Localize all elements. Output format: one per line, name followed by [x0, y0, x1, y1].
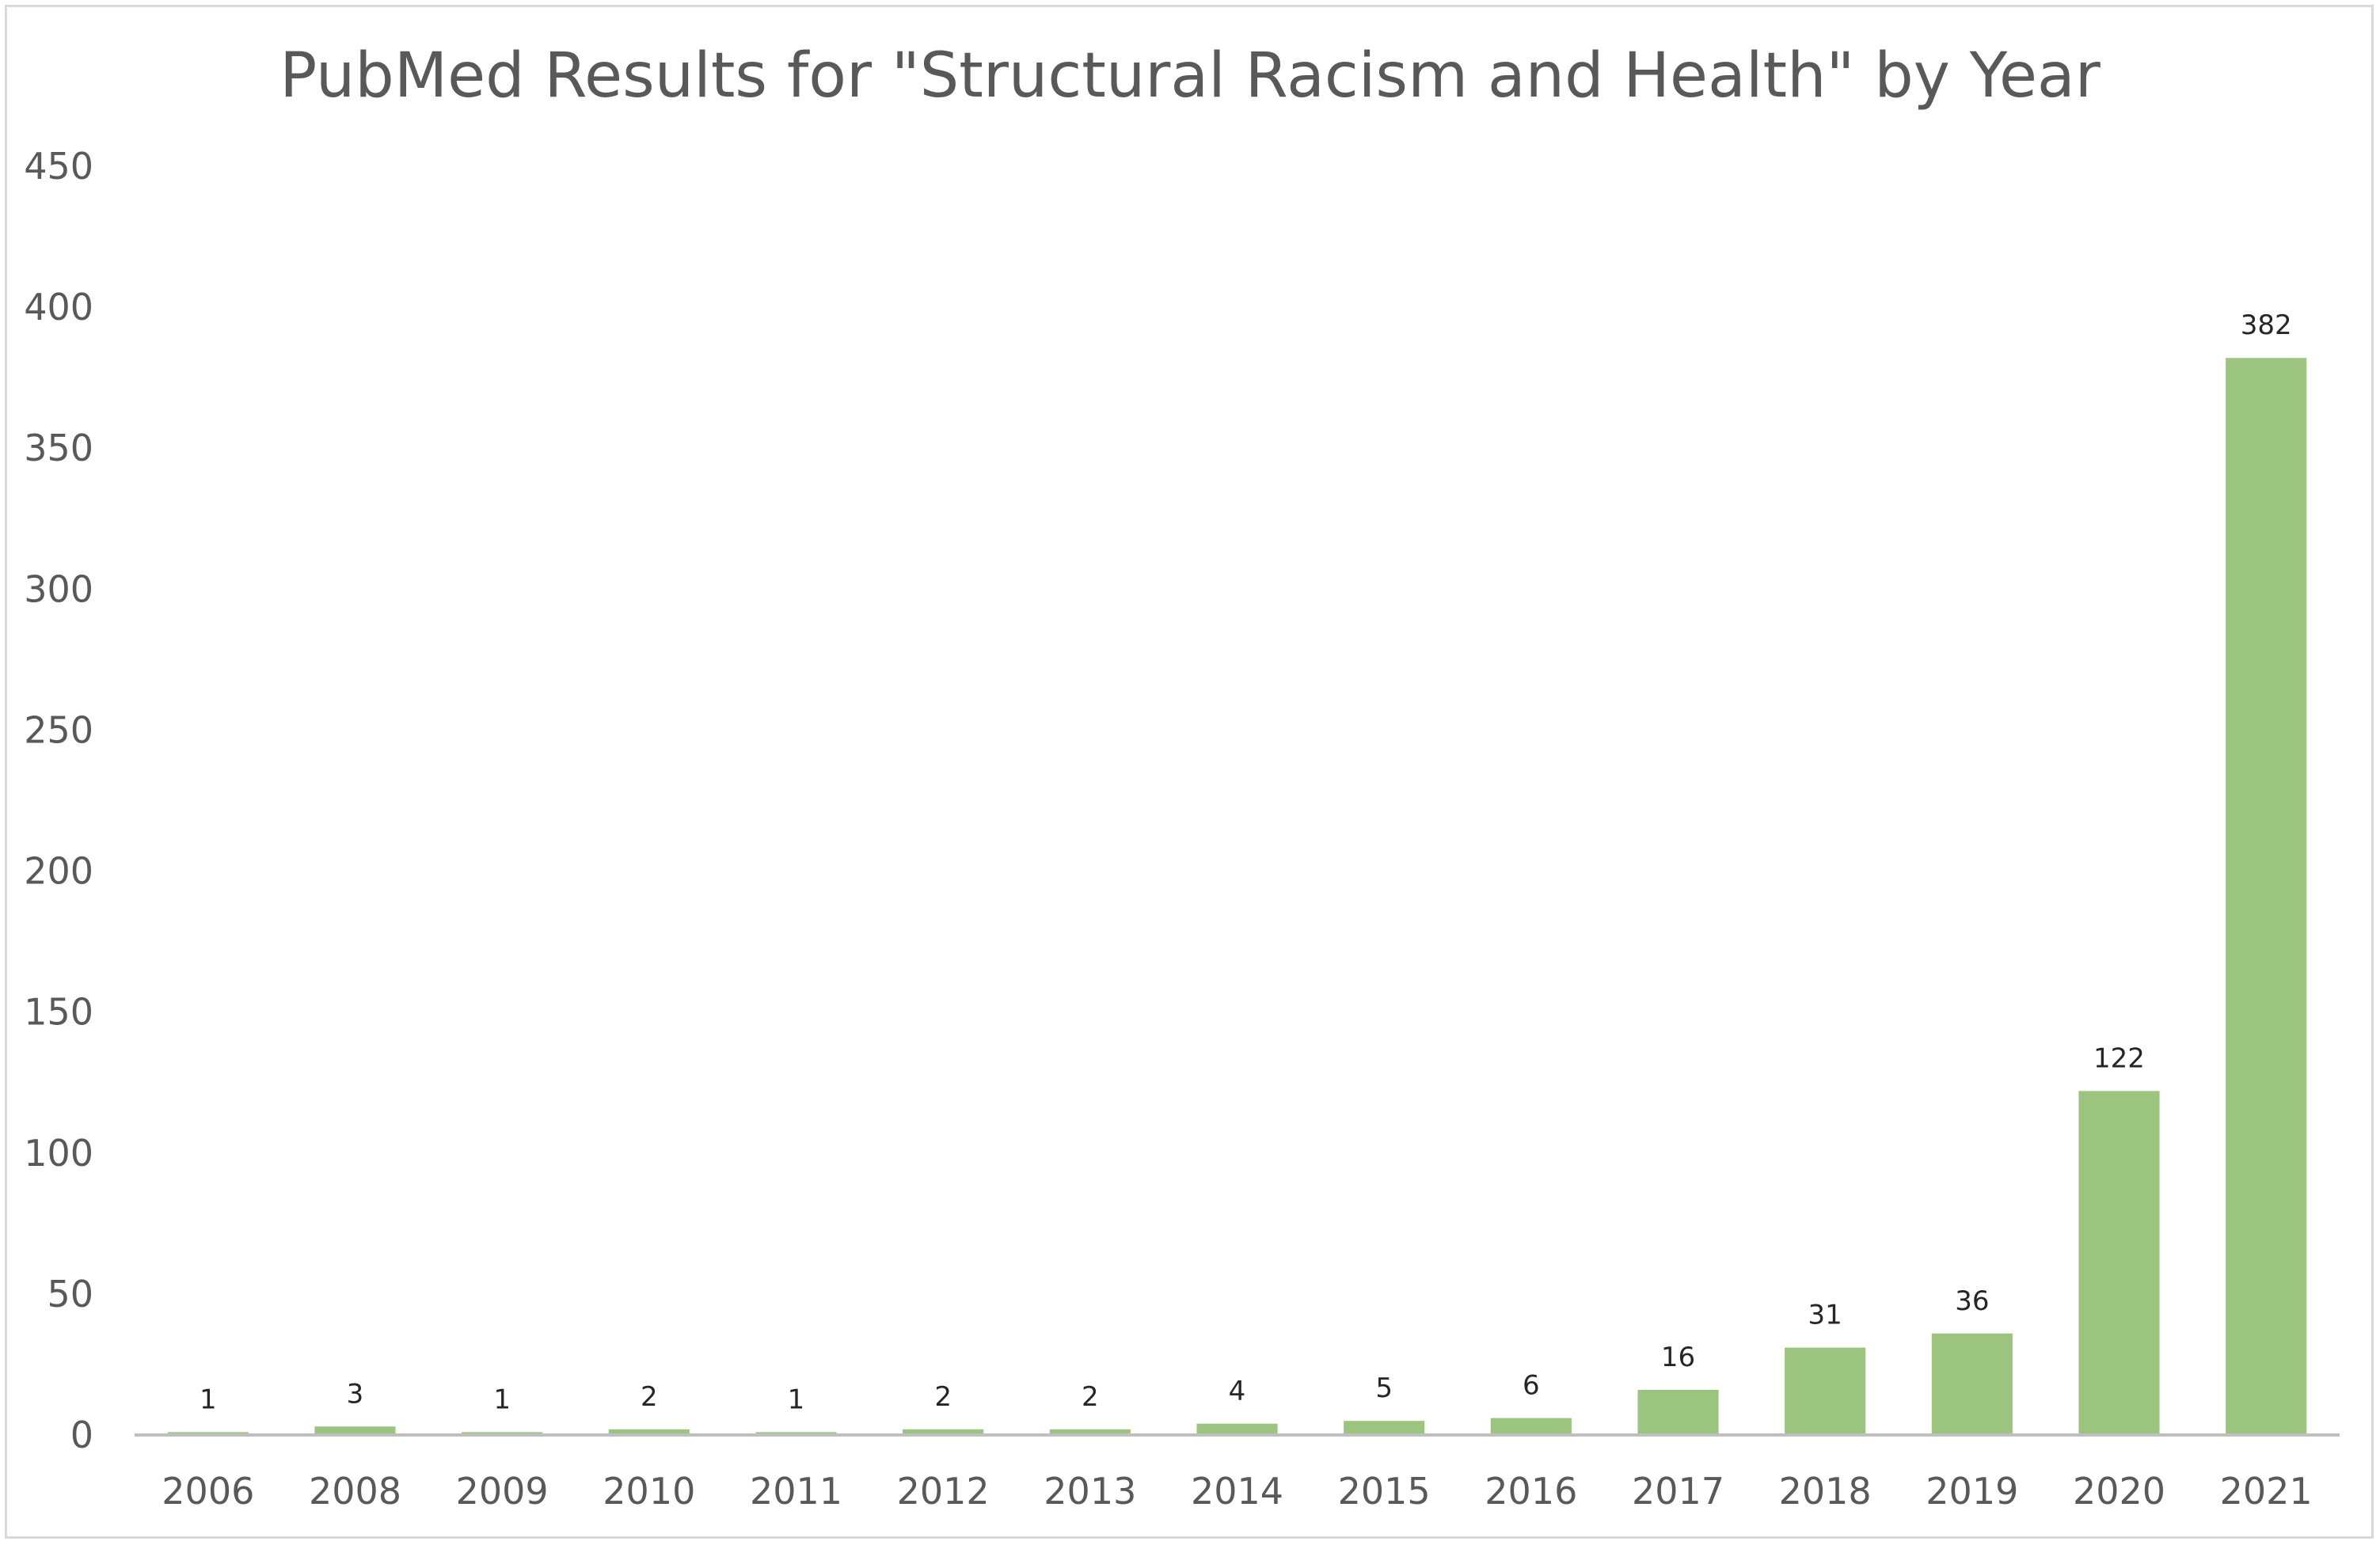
bar-2013: [1049, 1429, 1131, 1435]
y-tick-label: 400: [24, 286, 93, 328]
data-label-2013: 2: [1082, 1381, 1099, 1413]
chart-title: PubMed Results for "Structural Racism an…: [279, 40, 2101, 112]
y-tick-label: 0: [70, 1414, 93, 1456]
bar-2010: [608, 1429, 690, 1435]
data-label-2021: 382: [2241, 309, 2292, 341]
x-tick-label-2017: 2017: [1632, 1470, 1724, 1513]
bar-2018: [1785, 1347, 1866, 1435]
y-tick-label: 50: [47, 1273, 93, 1315]
data-label-2010: 2: [641, 1381, 658, 1413]
data-label-2018: 31: [1808, 1300, 1842, 1331]
x-tick-label-2010: 2010: [603, 1470, 695, 1513]
bar-2008: [314, 1426, 396, 1435]
x-tick-label-2014: 2014: [1191, 1470, 1283, 1513]
y-tick-label: 350: [24, 427, 93, 469]
x-tick-label-2018: 2018: [1779, 1470, 1872, 1513]
x-tick-label-2013: 2013: [1044, 1470, 1136, 1513]
x-tick-label-2016: 2016: [1485, 1470, 1577, 1513]
x-tick-label-2008: 2008: [309, 1470, 401, 1513]
bar-2012: [903, 1429, 984, 1435]
data-label-2009: 1: [493, 1384, 511, 1415]
data-label-2016: 6: [1523, 1370, 1540, 1402]
x-tick-label-2006: 2006: [162, 1470, 254, 1513]
x-tick-label-2019: 2019: [1926, 1470, 2018, 1513]
y-tick-label: 450: [24, 145, 93, 188]
bar-series: [167, 358, 2307, 1436]
y-axis-tick-labels: 0 50 100 150 200 250 300 350 400 450: [24, 145, 93, 1456]
y-tick-label: 150: [24, 991, 93, 1034]
y-tick-label: 100: [24, 1132, 93, 1175]
x-tick-label-2015: 2015: [1338, 1470, 1431, 1513]
data-label-2019: 36: [1955, 1285, 1989, 1317]
data-label-2012: 2: [934, 1381, 952, 1413]
chart-frame: [5, 5, 2374, 1539]
x-axis-tick-labels: 2006 2008 2009 2010 2011 2012 2013 2014 2015 2016…: [162, 1470, 2312, 1513]
x-tick-label-2021: 2021: [2220, 1470, 2313, 1513]
x-tick-label-2012: 2012: [897, 1470, 990, 1513]
bar-2016: [1490, 1418, 1572, 1435]
y-tick-label: 300: [24, 568, 93, 610]
y-tick-label: 200: [24, 850, 93, 893]
data-label-2020: 122: [2093, 1042, 2145, 1074]
data-label-2006: 1: [200, 1384, 217, 1415]
bar-2014: [1196, 1423, 1278, 1435]
x-tick-label-2011: 2011: [750, 1470, 842, 1513]
bar-2020: [2078, 1091, 2160, 1435]
y-tick-label: 250: [24, 708, 93, 751]
x-tick-label-2020: 2020: [2073, 1470, 2165, 1513]
x-tick-label-2009: 2009: [456, 1470, 549, 1513]
data-label-2014: 4: [1229, 1376, 1246, 1407]
bar-2019: [1931, 1333, 2013, 1435]
bar-2017: [1637, 1390, 1719, 1435]
data-label-2008: 3: [347, 1378, 364, 1410]
data-label-2017: 16: [1661, 1342, 1695, 1373]
bar-2015: [1344, 1421, 1425, 1435]
data-label-2011: 1: [788, 1384, 805, 1415]
bar-2021: [2226, 358, 2307, 1436]
data-label-2015: 5: [1375, 1372, 1393, 1404]
